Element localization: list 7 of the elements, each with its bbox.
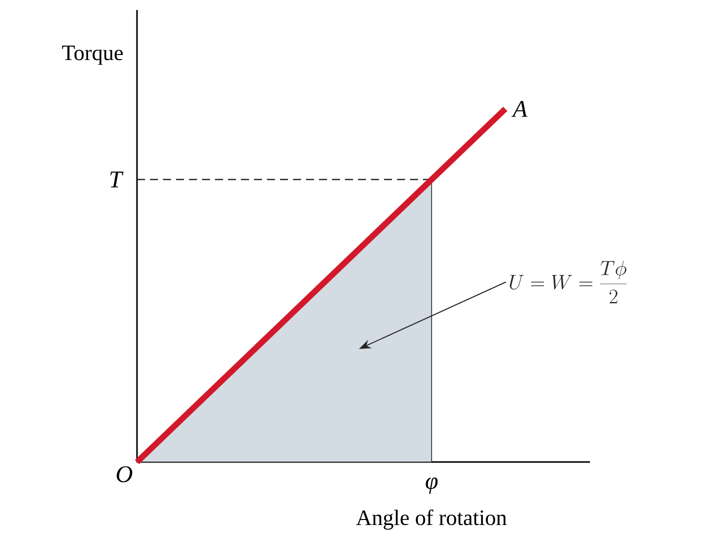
y-axis-title: Torque bbox=[62, 46, 123, 65]
x-axis-title: Angle of rotation bbox=[356, 510, 507, 530]
annotation: $U = W = \frac{T\phi}{2}$ bbox=[510, 260, 627, 304]
text: O bbox=[116, 466, 132, 482]
text: φ bbox=[426, 478, 438, 494]
series-label: A bbox=[511, 100, 528, 117]
text: T bbox=[110, 172, 124, 188]
